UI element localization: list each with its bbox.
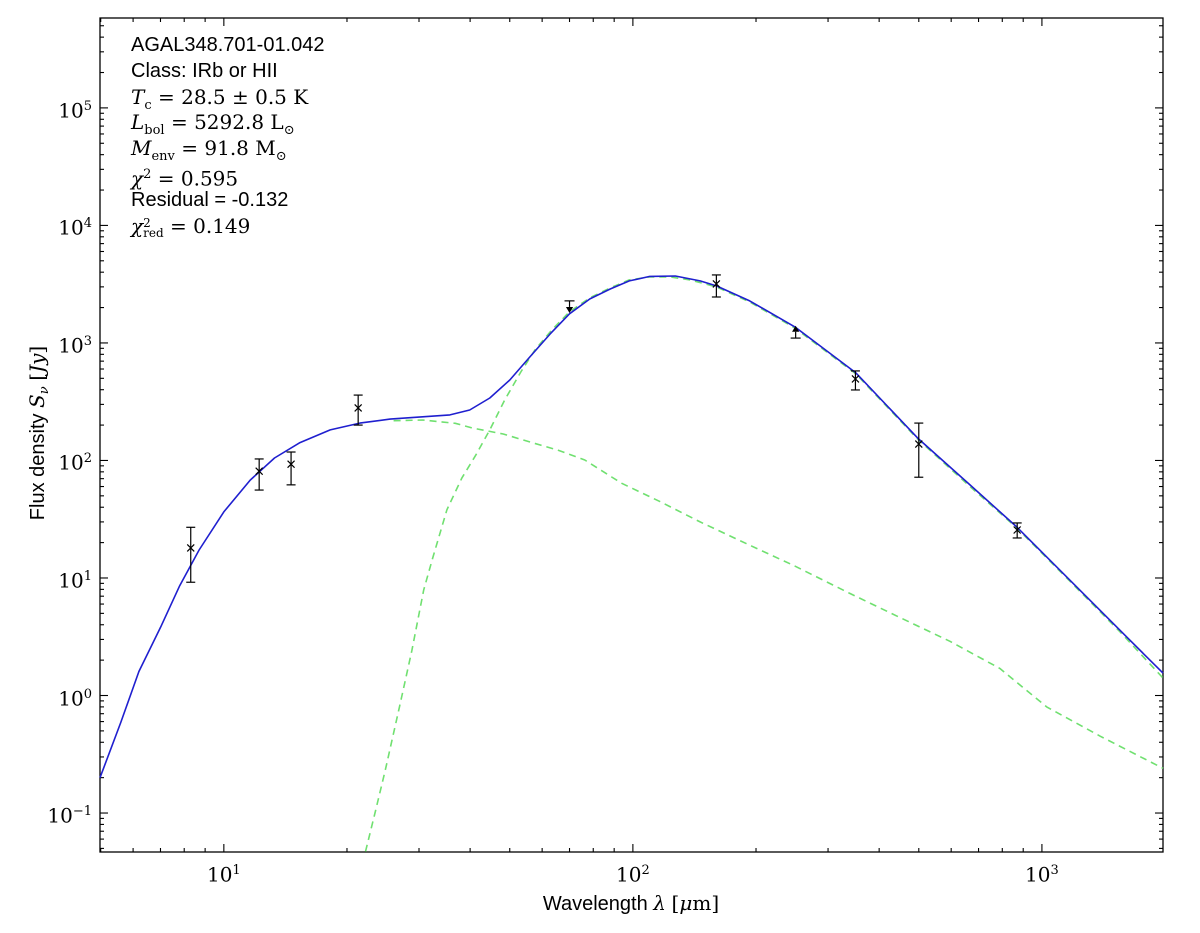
y-tick-label: 103: [58, 333, 92, 358]
data-points: [186, 274, 1022, 583]
curve-cold-envelope-component: [364, 276, 1164, 852]
y-tick-label: 101: [58, 568, 92, 593]
class-line: Class: IRb or HII: [131, 59, 278, 82]
x-tick-label: 103: [1025, 862, 1059, 887]
x-tick-label: 101: [206, 862, 241, 887]
fit-parameters-box: AGAL348.701-01.042 Class: IRb or HII Tc = …: [131, 33, 325, 239]
curve-warm-compact-component: [393, 419, 1164, 770]
temperature-line: Tc = 28.5 ± 0.5 K: [131, 84, 309, 113]
curve-total-fit: [99, 275, 1164, 778]
chi2red-line: χ2 red = 0.149: [131, 213, 251, 240]
y-tick-label: 102: [58, 451, 92, 476]
y-tick-label: 105: [58, 98, 92, 123]
tick-marks: [100, 18, 1163, 852]
y-tick-label: 10−1: [47, 803, 92, 828]
source-name: AGAL348.701-01.042: [131, 34, 325, 56]
x-tick-label: 102: [616, 862, 650, 887]
mass-line: Menv = 91.8 M⊙: [131, 136, 287, 165]
plot-border: [99, 17, 1164, 853]
y-tick-label: 100: [58, 686, 92, 711]
luminosity-line: Lbol = 5292.8 L⊙: [131, 110, 295, 139]
residual-line: Residual = -0.132: [131, 188, 289, 211]
chi2-line: χ2 = 0.595: [131, 166, 239, 191]
y-tick-label: 104: [58, 216, 92, 241]
x-axis-label: Wavelength λ [μm]: [542, 891, 720, 915]
